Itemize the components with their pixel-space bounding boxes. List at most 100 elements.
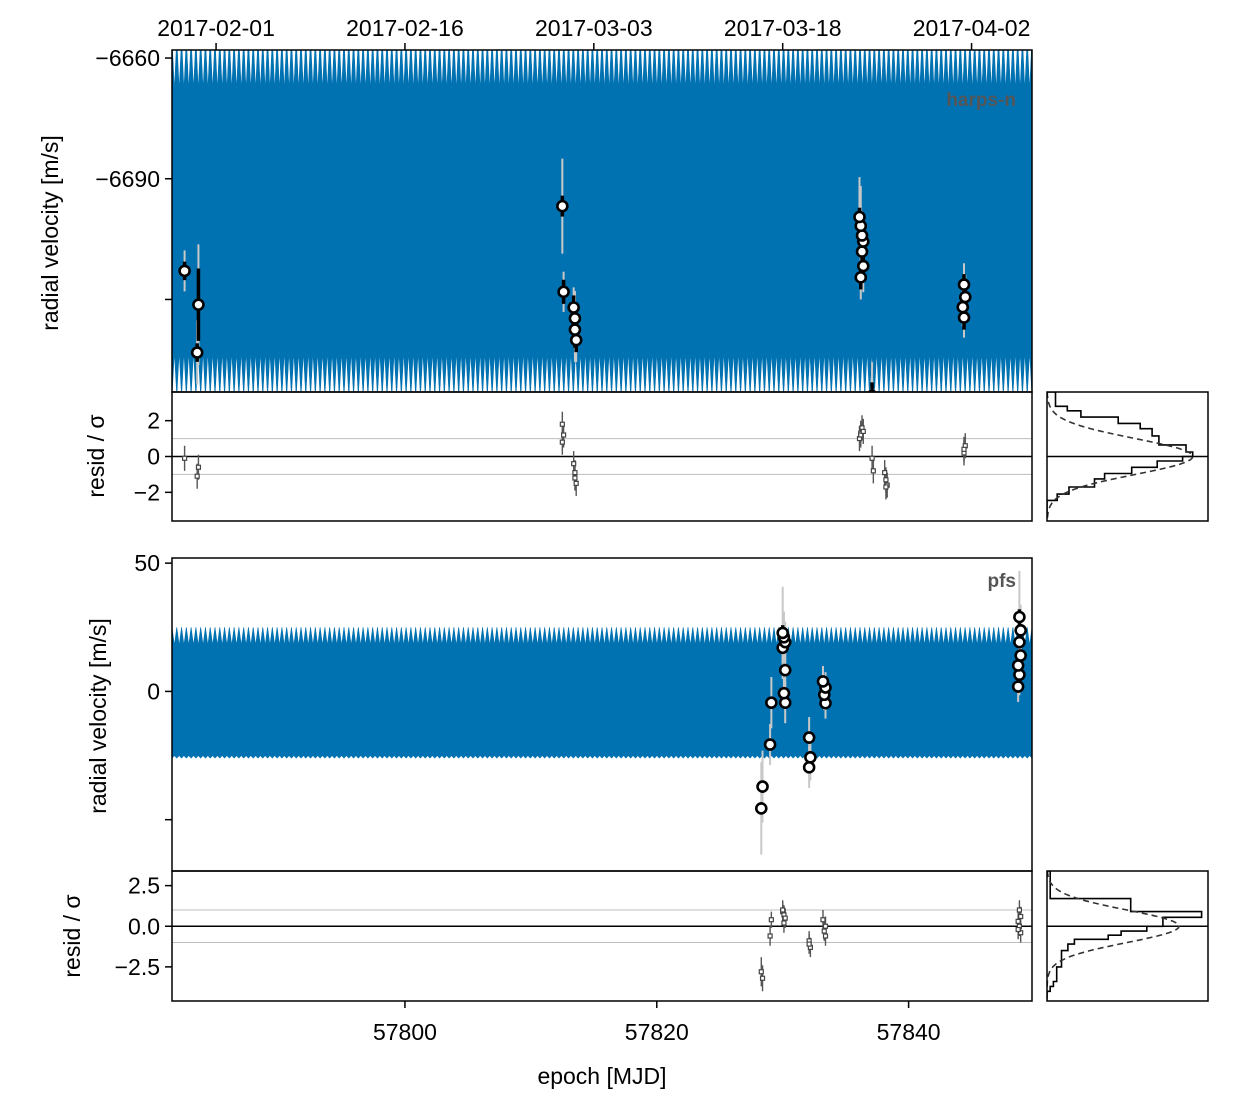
rv-point	[956, 300, 970, 314]
residual-point	[758, 969, 764, 975]
rv-y-tick-label: 0	[147, 678, 160, 704]
x-tick-label: 57840	[877, 1019, 941, 1045]
residual-point	[822, 933, 829, 939]
residual-y-tick-label: −2	[134, 479, 160, 505]
rv-point	[804, 751, 817, 764]
top-date-tick-label: 2017-04-02	[913, 15, 1031, 41]
rv-point	[870, 428, 880, 438]
harps-n-residual-y-ticks: 2 0 −2	[134, 408, 172, 505]
model-band-core	[172, 645, 1032, 756]
model-band-core	[172, 90, 1032, 352]
pfs-residual-y-ticks: 2.5 0.0 −2.5	[115, 873, 172, 980]
residual-point	[870, 468, 876, 474]
pfs-rv-points	[754, 570, 1027, 855]
residual-point	[571, 461, 577, 467]
residual-point	[560, 432, 567, 438]
model-band-upper-envelope	[172, 50, 1032, 91]
gaussian-reference-curve	[1047, 871, 1180, 1001]
rv-point	[957, 278, 971, 291]
residual-point	[181, 455, 188, 461]
residual-point	[822, 923, 829, 929]
harps-n-model-band	[172, 50, 1032, 392]
pfs-residual-panel: 2.5 0.0 −2.5 resid / σ	[59, 870, 1033, 1002]
x-tick-label: 57800	[373, 1019, 437, 1045]
rv-point	[763, 738, 777, 751]
rv-point	[178, 264, 191, 278]
residual-y-tick-label: −2.5	[115, 954, 160, 980]
residual-point	[195, 464, 202, 470]
residual-point	[869, 455, 875, 461]
residual-point	[194, 473, 200, 479]
rv-point	[855, 245, 869, 258]
residual-histogram-steps	[1047, 871, 1203, 1000]
pfs-rv-ylabel: radial velocity [m/s]	[85, 618, 111, 814]
residual-point	[883, 477, 889, 483]
rv-point	[1013, 610, 1026, 624]
rv-point	[556, 199, 569, 213]
model-band-lower-envelope	[172, 351, 1032, 392]
harps-n-residual-guides	[172, 438, 1032, 475]
rv-y-tick-label: −6660	[95, 45, 160, 71]
top-date-axis: 2017-02-01 2017-02-16 2017-03-03 2017-03-18…	[157, 15, 1030, 50]
rv-point	[569, 333, 583, 347]
residual-point	[882, 470, 888, 476]
rv-point	[867, 423, 877, 433]
rv-point	[756, 780, 769, 793]
harps-n-rv-panel: −6660 −6690 harps-n radial velocity [m/s]	[37, 45, 1033, 463]
rv-point	[1013, 635, 1026, 649]
rv-point	[802, 761, 816, 774]
rv-point	[568, 312, 582, 325]
model-band-upper-envelope	[172, 627, 1032, 646]
residual-point	[573, 480, 579, 486]
top-date-tick-label: 2017-02-01	[157, 15, 275, 41]
rv-point	[1014, 649, 1027, 662]
pfs-model-band	[172, 627, 1032, 759]
rv-point	[777, 686, 791, 700]
gaussian-reference-curve	[1047, 392, 1194, 521]
residual-point	[1018, 913, 1024, 920]
residual-y-tick-label: 2	[147, 408, 160, 434]
rv-y-tick-label: −6690	[95, 166, 160, 192]
rv-point	[816, 675, 830, 688]
harps-n-rv-y-ticks: −6660 −6690	[95, 45, 172, 301]
rv-y-tick-label: 50	[134, 550, 160, 576]
rv-point	[868, 409, 878, 419]
harps-n-rv-points	[178, 158, 972, 463]
residual-point	[1015, 926, 1021, 933]
residual-point	[1016, 907, 1023, 913]
residual-point	[820, 917, 826, 923]
residual-point	[782, 915, 788, 921]
rv-point	[854, 271, 868, 284]
residual-point	[559, 439, 565, 445]
rv-point	[802, 731, 816, 744]
harps-n-residual-ylabel: resid / σ	[83, 414, 109, 497]
residual-point	[961, 446, 967, 452]
residual-point	[572, 470, 578, 476]
x-tick-label: 57820	[625, 1019, 689, 1045]
rv-point	[856, 259, 870, 273]
rv-point	[1011, 659, 1025, 672]
rv-point	[881, 453, 891, 463]
harps-n-residual-points	[181, 411, 968, 500]
rv-point	[1011, 680, 1025, 693]
residual-point	[781, 920, 787, 926]
rv-point	[1014, 624, 1027, 637]
harps-n-histogram-frame	[1046, 391, 1209, 522]
harps-n-residual-panel: 2 0 −2 resid / σ	[83, 391, 1033, 522]
harps-n-residual-histogram	[1046, 391, 1209, 522]
harps-n-rv-ylabel: radial velocity [m/s]	[37, 135, 63, 331]
pfs-rv-y-ticks: 50 0	[134, 550, 172, 821]
residual-point	[883, 484, 889, 490]
pfs-residual-frame	[171, 870, 1033, 1002]
harps-n-instrument-label: harps-n	[946, 90, 1016, 111]
pfs-residual-guides	[172, 909, 1032, 943]
rv-point	[192, 298, 205, 311]
x-axis-label: epoch [MJD]	[537, 1063, 666, 1089]
rv-point	[958, 290, 972, 304]
residual-point	[780, 907, 786, 913]
rv-point	[568, 323, 582, 336]
rv-point	[778, 663, 792, 677]
residual-point	[767, 933, 773, 939]
residual-histogram-steps	[1047, 392, 1194, 514]
